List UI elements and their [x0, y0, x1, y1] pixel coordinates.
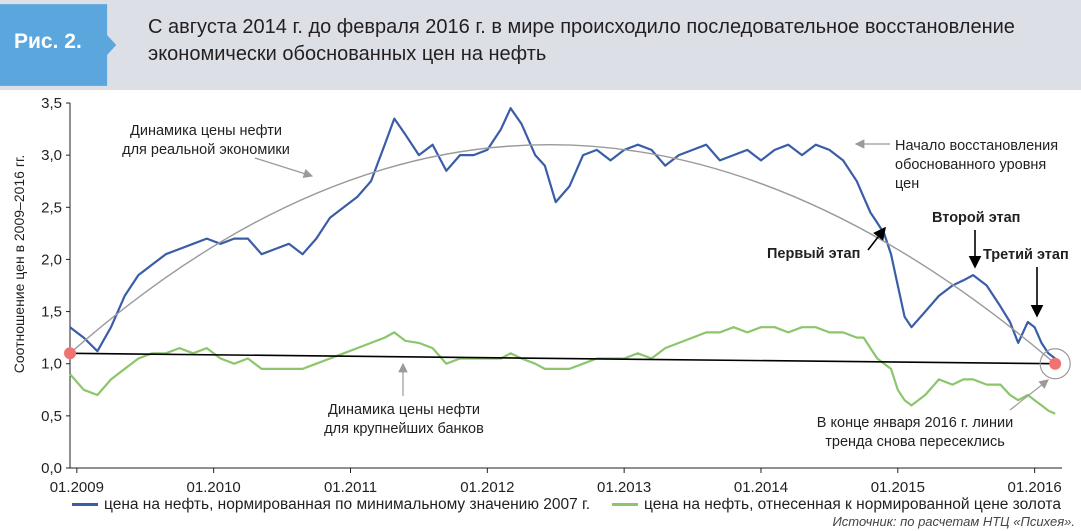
axes: 0,0 0,5 1,0 1,5 2,0 2,5 3,0 3,5 01.2009 01.2010 01… [41, 95, 1062, 496]
legend-swatch-blue [72, 503, 98, 507]
legend-swatch-green [612, 503, 638, 507]
figure-badge [0, 4, 117, 86]
y-axis-label: Соотношение цен в 2009–2016 гг. [11, 155, 27, 374]
annotation-crossing: В конце января 2016 г. линии тренда снова… [817, 415, 1013, 450]
trend-arc [69, 144, 1056, 365]
figure-title-line1: С августа 2014 г. до февраля 2016 г. в м… [148, 16, 1015, 38]
chart-legend: цена на нефть, нормированная по минималь… [72, 496, 1077, 514]
arrow-crossing [1009, 379, 1049, 411]
y-tick-label: 0,0 [41, 460, 62, 477]
arrow-stage-1 [867, 226, 886, 251]
x-tick-label: 01.2013 [597, 479, 651, 496]
x-tick-label: 01.2016 [1008, 479, 1062, 496]
x-tick-label: 01.2009 [50, 479, 104, 496]
y-tick-label: 3,5 [41, 95, 62, 112]
y-tick-label: 0,5 [41, 408, 62, 425]
y-tick-label: 3,0 [41, 147, 62, 164]
x-tick-label: 01.2011 [324, 479, 377, 496]
oil-price-chart: 0,0 0,5 1,0 1,5 2,0 2,5 3,0 3,5 01.2009 01.2010 01… [11, 95, 1071, 496]
source-note: Источник: по расчетам НТЦ «Психея». [832, 514, 1075, 529]
x-tick-label: 01.2012 [460, 479, 514, 496]
legend-label-blue: цена на нефть, нормированная по минималь… [104, 496, 591, 513]
figure-header: Рис. 2. С августа 2014 г. до февраля 201… [0, 0, 1081, 90]
annotation-stage-2: Второй этап [932, 210, 1020, 226]
figure-title-line2: экономически обоснованных цен на нефть [148, 43, 547, 65]
annotation-real-economy: Динамика цены нефти для реальной экономик… [122, 123, 290, 158]
x-tick-label: 01.2015 [871, 479, 925, 496]
crossing-highlight-circle [1039, 348, 1071, 380]
annotation-banks: Динамика цены нефти для крупнейших банков [324, 402, 484, 437]
trend-line [69, 352, 1056, 365]
y-tick-label: 1,5 [41, 304, 62, 321]
trend-layer [64, 144, 1071, 380]
annotation-recovery-start: Начало восстановления обоснованного уровн… [895, 138, 1058, 192]
y-tick-label: 1,0 [41, 356, 62, 373]
annotation-layer: Динамика цены нефти для реальной экономик… [122, 123, 1069, 450]
annotation-stage-3: Третий этап [983, 247, 1069, 263]
x-tick-label: 01.2014 [734, 479, 788, 496]
series-line-oil-normalized [69, 107, 1056, 360]
figure-title: С августа 2014 г. до февраля 2016 г. в м… [148, 14, 1068, 68]
y-tick-label: 2,5 [41, 199, 62, 216]
figure-badge-shape [0, 4, 117, 86]
legend-item-green: цена на нефть, отнесенная к нормированно… [612, 496, 1061, 514]
figure-label: Рис. 2. [14, 30, 82, 53]
series-line-oil-gold [69, 326, 1056, 415]
arrow-real-economy [254, 157, 314, 179]
x-tick-label: 01.2010 [187, 479, 241, 496]
start-marker [64, 347, 76, 360]
legend-item-blue: цена на нефть, нормированная по минималь… [72, 496, 590, 514]
legend-label-green: цена на нефть, отнесенная к нормированно… [644, 496, 1061, 513]
annotation-stage-1: Первый этап [767, 246, 860, 262]
end-marker [1049, 357, 1062, 370]
y-tick-label: 2,0 [41, 251, 62, 268]
